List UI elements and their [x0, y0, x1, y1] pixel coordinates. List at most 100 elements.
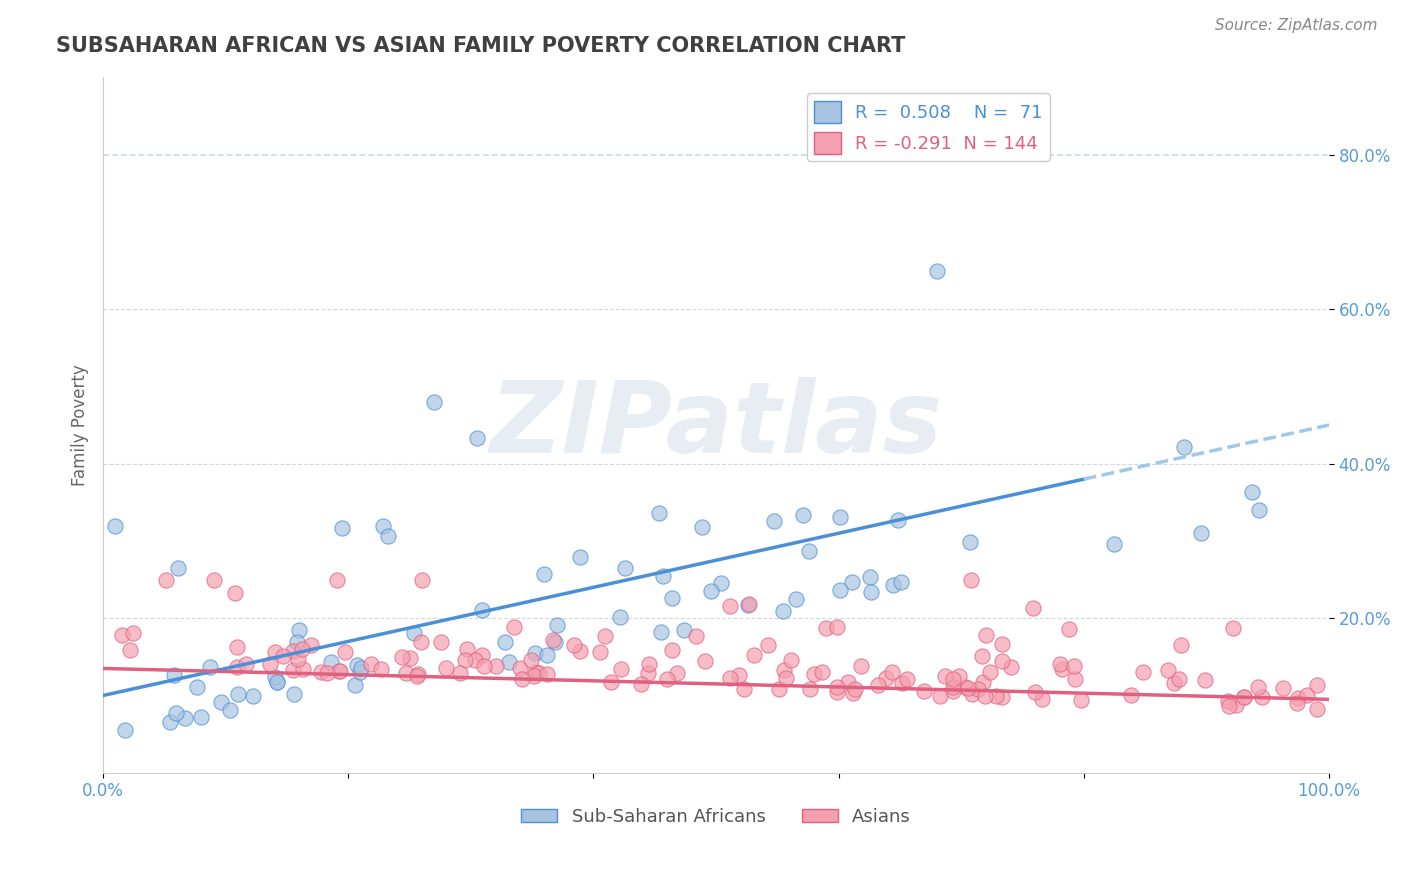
Asians	[335, 645, 357, 659]
Asians	[768, 682, 790, 697]
Sub-Saharan Africans	[104, 518, 127, 533]
Asians	[264, 645, 287, 659]
Sub-Saharan Africans	[159, 714, 181, 729]
Asians	[849, 659, 872, 673]
Sub-Saharan Africans	[174, 711, 197, 725]
Asians	[406, 669, 429, 683]
Asians	[756, 638, 779, 652]
Asians	[1295, 689, 1317, 703]
Asians	[111, 628, 134, 642]
Text: SUBSAHARAN AFRICAN VS ASIAN FAMILY POVERTY CORRELATION CHART: SUBSAHARAN AFRICAN VS ASIAN FAMILY POVER…	[56, 36, 905, 55]
Asians	[773, 663, 796, 677]
Asians	[1049, 657, 1071, 671]
Sub-Saharan Africans	[772, 604, 794, 618]
Asians	[665, 666, 688, 681]
Asians	[1070, 693, 1092, 707]
Sub-Saharan Africans	[661, 591, 683, 606]
Asians	[896, 673, 918, 687]
Asians	[430, 635, 453, 649]
Sub-Saharan Africans	[609, 610, 631, 624]
Asians	[411, 573, 433, 587]
Sub-Saharan Africans	[494, 635, 516, 649]
Asians	[1305, 702, 1327, 716]
Asians	[942, 680, 965, 694]
Text: Source: ZipAtlas.com: Source: ZipAtlas.com	[1215, 18, 1378, 33]
Asians	[610, 662, 633, 676]
Sub-Saharan Africans	[650, 624, 672, 639]
Asians	[1000, 660, 1022, 674]
Asians	[524, 665, 547, 680]
Sub-Saharan Africans	[471, 603, 494, 617]
Sub-Saharan Africans	[186, 680, 208, 694]
Sub-Saharan Africans	[1189, 525, 1212, 540]
Sub-Saharan Africans	[546, 618, 568, 632]
Sub-Saharan Africans	[344, 678, 367, 692]
Sub-Saharan Africans	[288, 623, 311, 637]
Asians	[695, 654, 717, 668]
Asians	[1050, 662, 1073, 676]
Asians	[1132, 665, 1154, 679]
Asians	[825, 620, 848, 634]
Sub-Saharan Africans	[890, 574, 912, 589]
Asians	[503, 620, 526, 634]
Asians	[986, 689, 1008, 703]
Sub-Saharan Africans	[163, 668, 186, 682]
Asians	[510, 673, 533, 687]
Sub-Saharan Africans	[266, 674, 288, 689]
Sub-Saharan Africans	[209, 696, 232, 710]
Asians	[527, 665, 550, 680]
Asians	[395, 666, 418, 681]
Asians	[1163, 675, 1185, 690]
Sub-Saharan Africans	[1240, 485, 1263, 500]
Asians	[541, 633, 564, 648]
Asians	[934, 668, 956, 682]
Asians	[1167, 672, 1189, 686]
Sub-Saharan Africans	[792, 508, 814, 522]
Asians	[1057, 622, 1080, 636]
Asians	[453, 653, 475, 667]
Sub-Saharan Africans	[737, 598, 759, 612]
Asians	[1170, 638, 1192, 652]
Asians	[718, 671, 741, 685]
Asians	[391, 649, 413, 664]
Sub-Saharan Africans	[763, 514, 786, 528]
Asians	[1218, 698, 1240, 713]
Asians	[825, 685, 848, 699]
Asians	[815, 621, 838, 635]
Asians	[509, 661, 531, 675]
Sub-Saharan Africans	[377, 529, 399, 543]
Asians	[744, 648, 766, 663]
Asians	[630, 676, 652, 690]
Sub-Saharan Africans	[285, 635, 308, 649]
Asians	[661, 642, 683, 657]
Sub-Saharan Africans	[498, 655, 520, 669]
Asians	[1305, 678, 1327, 692]
Sub-Saharan Africans	[710, 576, 733, 591]
Asians	[638, 657, 661, 671]
Sub-Saharan Africans	[614, 560, 637, 574]
Sub-Saharan Africans	[672, 624, 695, 638]
Asians	[224, 586, 246, 600]
Sub-Saharan Africans	[350, 661, 373, 675]
Asians	[837, 675, 859, 690]
Sub-Saharan Africans	[536, 648, 558, 663]
Asians	[991, 654, 1014, 668]
Asians	[536, 667, 558, 681]
Asians	[599, 674, 621, 689]
Asians	[1246, 680, 1268, 694]
Asians	[562, 638, 585, 652]
Asians	[1272, 681, 1295, 695]
Asians	[1286, 691, 1309, 706]
Asians	[281, 663, 304, 677]
Asians	[202, 573, 225, 587]
Sub-Saharan Africans	[1247, 502, 1270, 516]
Asians	[522, 669, 544, 683]
Asians	[811, 665, 834, 679]
Asians	[655, 672, 678, 686]
Asians	[1216, 694, 1239, 708]
Sub-Saharan Africans	[524, 646, 547, 660]
Sub-Saharan Africans	[700, 583, 723, 598]
Sub-Saharan Africans	[1173, 440, 1195, 454]
Sub-Saharan Africans	[198, 659, 221, 673]
Sub-Saharan Africans	[533, 566, 555, 581]
